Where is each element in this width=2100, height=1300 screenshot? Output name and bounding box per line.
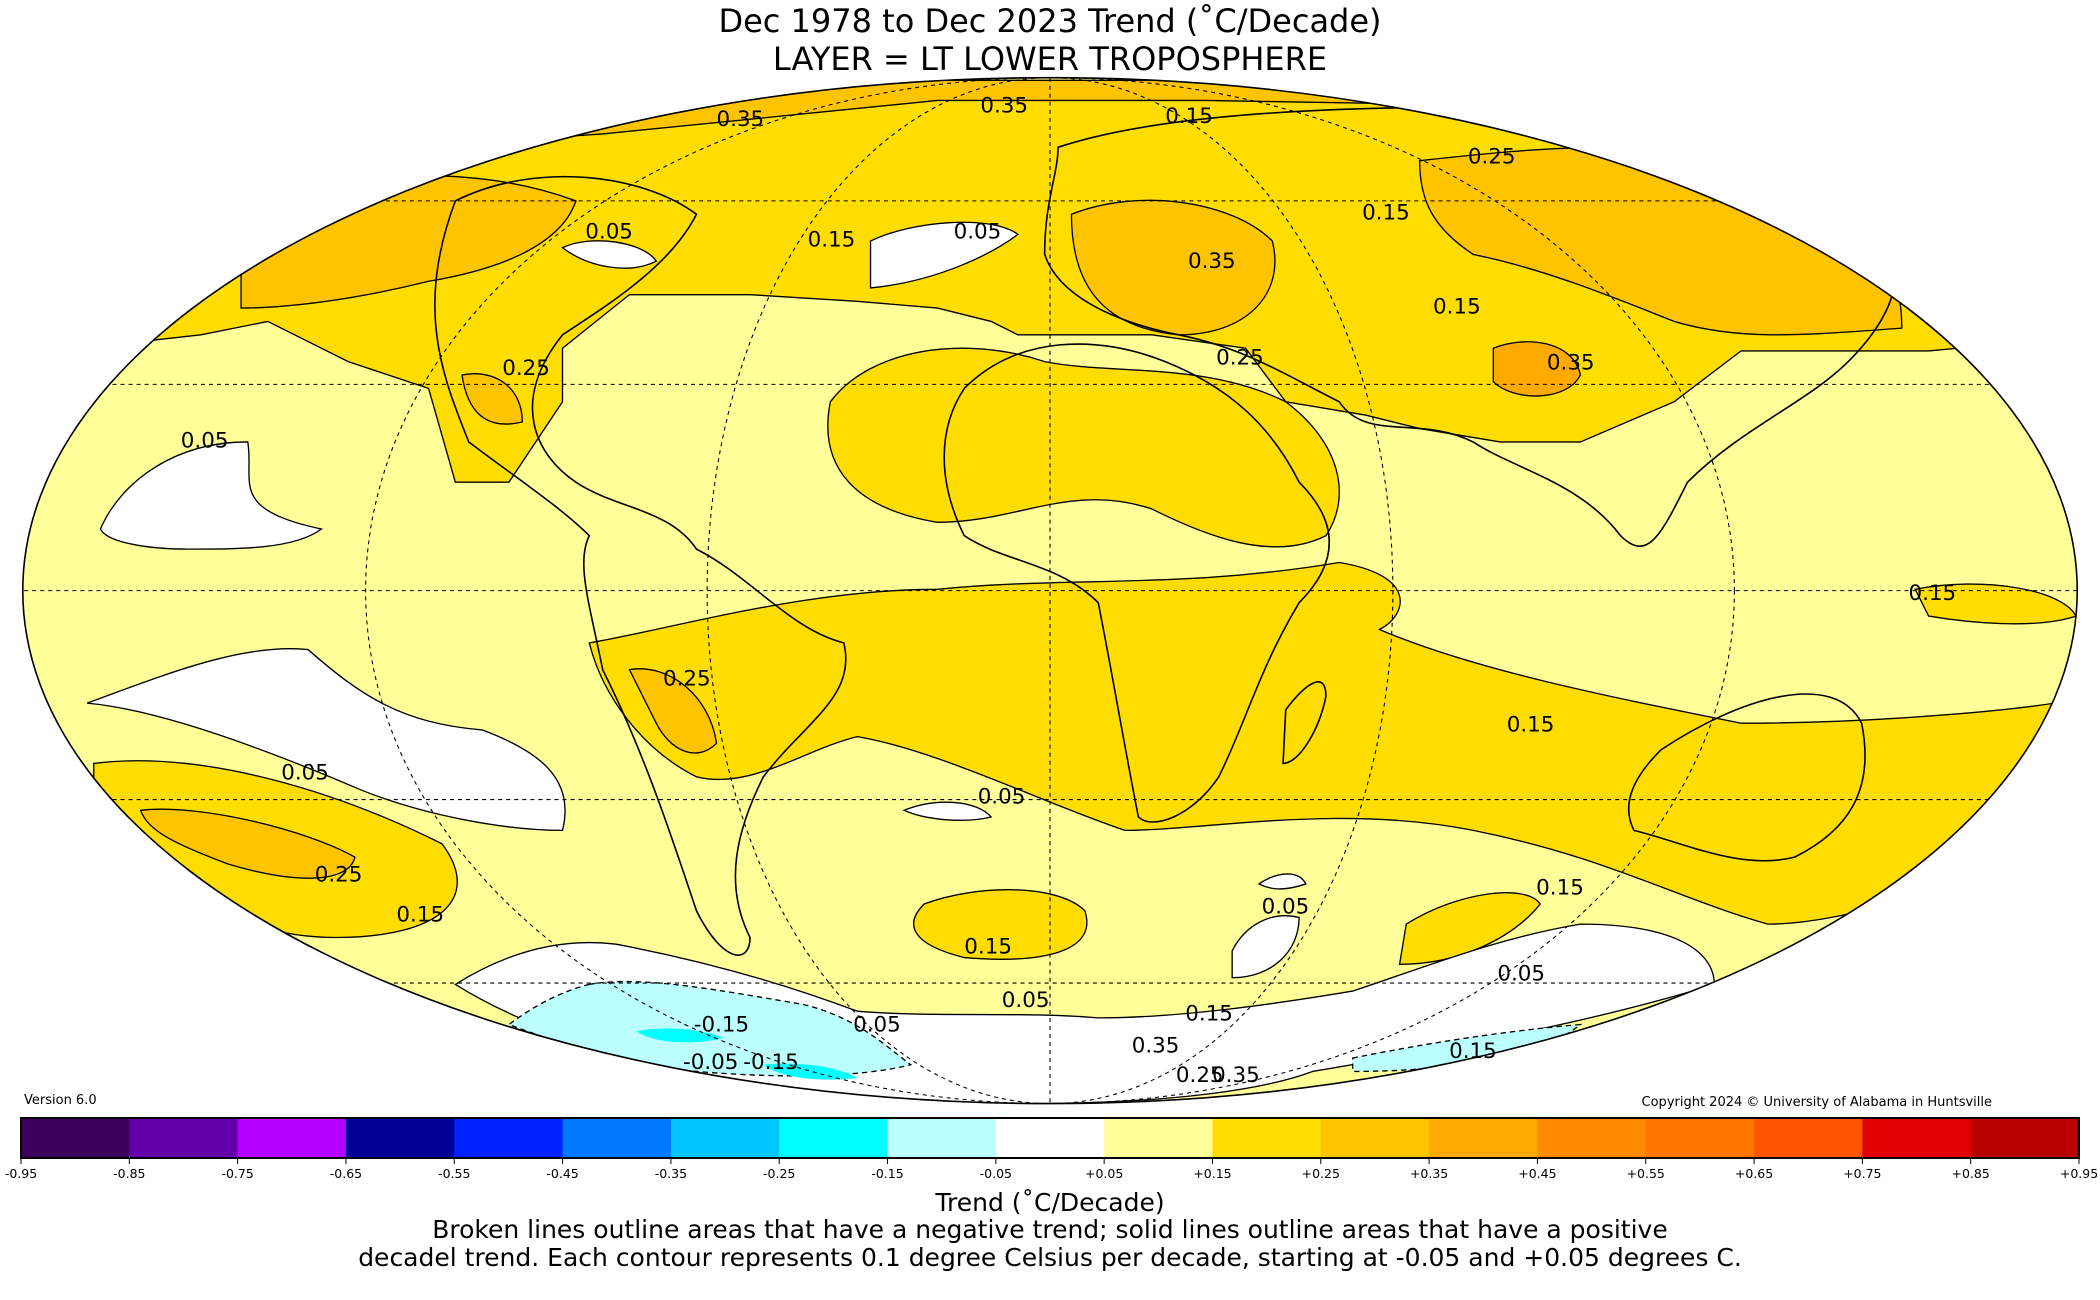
colorbar-swatch [1429,1118,1538,1158]
colorbar-tick-label: +0.15 [1193,1166,1231,1181]
colorbar-swatch [129,1118,239,1158]
region-cyan-core [636,1028,858,1080]
contour-label: 0.05 [1002,988,1050,1013]
colorbar-tick-label: -0.45 [546,1166,578,1181]
colorbar-swatch [1537,1118,1647,1158]
globe-outline [21,76,2079,1105]
colorbar-swatch [237,1118,347,1158]
colorbar-tick-label: -0.55 [438,1166,470,1181]
colorbar-tick-label: +0.05 [1085,1166,1123,1181]
colorbar-tick-label: -0.95 [5,1166,37,1181]
contour-label: 0.15 [1433,294,1481,319]
version-label: Version 6.0 [24,1093,97,1108]
colorbar-swatch [995,1118,1105,1158]
contour-label: -0.15 [743,1050,798,1075]
colorbar-tick-label: -0.25 [763,1166,795,1181]
contour-label: 0.05 [1497,961,1545,986]
colorbar-tick-label: +0.45 [1518,1166,1556,1181]
colorbar-swatch [562,1118,672,1158]
colorbar-swatch [1862,1118,1972,1158]
colorbar-label: Trend (˚C/Decade) [934,1188,1164,1217]
colorbar-swatch [1104,1118,1213,1158]
contour-label: 0.25 [315,862,363,887]
contour-label: 0.15 [396,902,444,927]
contour-label: 0.05 [1262,894,1310,919]
colorbar-ticks: -0.95 -0.85 -0.75 -0.65 -0.55 -0.45 -0.35 -0.25… [5,1158,2098,1181]
contour-label: 0.15 [1165,104,1213,129]
colorbar-tick-label: -0.65 [330,1166,362,1181]
contour-label: 0.15 [808,227,856,252]
colorbar-tick-label: +0.35 [1410,1166,1448,1181]
contour-label: 0.15 [1536,876,1584,901]
colorbar-tick-label: +0.75 [1843,1166,1881,1181]
contour-label: 0.15 [1362,201,1410,226]
colorbar-tick-label: -0.15 [871,1166,903,1181]
contour-label: 0.05 [978,785,1026,810]
colorbar-tick-label: -0.85 [113,1166,145,1181]
contour-label: 0.15 [1909,581,1957,606]
colorbar-tick-label: +0.65 [1735,1166,1773,1181]
contour-label: 0.35 [1212,1063,1260,1088]
contour-label: 0.25 [1176,1063,1224,1088]
region-0.15-0.25-sio [1398,892,1542,965]
colorbar-tick-label: +0.95 [2060,1166,2098,1181]
colorbar-tick-label: -0.35 [655,1166,687,1181]
contour-label: 0.05 [181,428,229,453]
contour-label: 0.35 [1188,249,1236,274]
colorbar-swatch [1970,1118,2080,1158]
map: 0.35 0.35 0.15 0.25 0.05 0.05 0.15 0.15 … [21,76,2079,1105]
region-0.15-0.25-atlantic [827,347,1340,548]
colorbar-tick-label: -0.05 [980,1166,1012,1181]
colorbar-tick-label: -0.75 [221,1166,253,1181]
colorbar-swatch [1320,1118,1430,1158]
colorbar-tick-label: +0.85 [1952,1166,1990,1181]
contour-label: 0.05 [954,219,1002,244]
contour-label: 0.35 [1547,351,1595,376]
colorbar-swatch [1754,1118,1863,1158]
colorbar-swatch [345,1118,455,1158]
contour-label: -0.05 [683,1050,738,1075]
contour-label: 0.25 [663,667,711,692]
contour-label: 0.35 [717,107,765,132]
contour-label: -0.15 [694,1012,749,1037]
footnote-line-2: decadel trend. Each contour represents 0… [358,1243,1742,1272]
colorbar-tick-label: +0.55 [1627,1166,1665,1181]
chart-subtitle: LAYER = LT LOWER TROPOSPHERE [773,40,1327,78]
colorbar-tick-label: +0.25 [1302,1166,1340,1181]
contour-label: 0.35 [980,94,1028,119]
contour-label: 0.25 [1216,345,1264,370]
colorbar-swatch [454,1118,564,1158]
colorbar-swatch [670,1118,780,1158]
contour-label: 0.05 [853,1012,901,1037]
contour-label: 0.05 [585,219,633,244]
footnote-line-1: Broken lines outline areas that have a n… [432,1215,1667,1244]
contour-label: 0.15 [1507,712,1555,737]
colorbar-swatch [887,1118,997,1158]
region-0.15-0.25-satl [913,889,1088,960]
contour-label: 0.25 [1468,144,1516,169]
contour-label: 0.35 [1132,1034,1180,1059]
contour-label: 0.25 [502,356,550,381]
chart-title: Dec 1978 to Dec 2023 Trend (˚C/Decade) [718,2,1381,40]
colorbar-swatch [1212,1118,1322,1158]
colorbar-swatch [21,1118,130,1158]
colorbar-swatch [779,1118,889,1158]
contour-labels: 0.35 0.35 0.15 0.25 0.05 0.05 0.15 0.15 … [181,94,1956,1089]
copyright-label: Copyright 2024 © University of Alabama i… [1642,1095,1992,1110]
colorbar-swatch [1645,1118,1755,1158]
contour-label: 0.05 [281,760,329,785]
contour-label: 0.15 [964,935,1012,960]
contour-label: 0.15 [1449,1039,1497,1064]
colorbar-border [20,1117,2080,1159]
colorbar [20,1117,2080,1159]
contour-label: 0.15 [1185,1002,1233,1027]
